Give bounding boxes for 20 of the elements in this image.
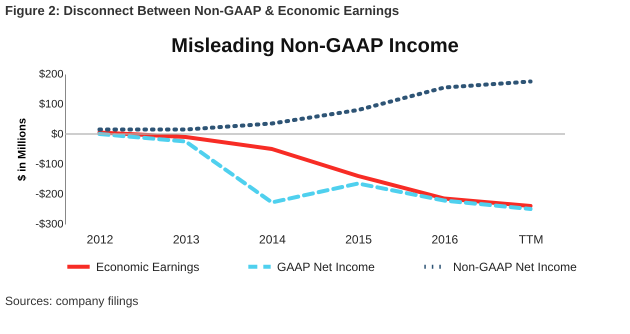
x-tick-label: 2016	[431, 232, 458, 246]
y-tick-label: $200	[39, 68, 64, 80]
x-tick-label: TTM	[518, 232, 544, 246]
legend-label: GAAP Net Income	[277, 260, 376, 274]
source-note: Sources: company filings	[5, 294, 138, 308]
y-tick-label: $100	[39, 98, 64, 110]
y-tick-label: -$100	[35, 158, 64, 170]
line-series	[97, 80, 533, 132]
y-tick-label: -$300	[35, 218, 64, 230]
y-axis-title: $ in Millions	[16, 118, 28, 181]
x-tick-label: 2012	[86, 232, 114, 246]
legend-label: Economic Earnings	[96, 260, 200, 274]
x-tick-label: 2014	[259, 232, 286, 246]
chart-subtitle: Figure 2: Disconnect Between Non-GAAP & Economic Earnings	[5, 3, 400, 18]
y-tick-label: $0	[51, 128, 64, 140]
chart-title: Misleading Non-GAAP Income	[171, 35, 459, 57]
x-tick-label: 2015	[345, 232, 372, 246]
x-tick-label: 2013	[172, 232, 200, 246]
legend-label: Non-GAAP Net Income	[453, 260, 578, 274]
y-tick-label: -$200	[35, 188, 64, 200]
